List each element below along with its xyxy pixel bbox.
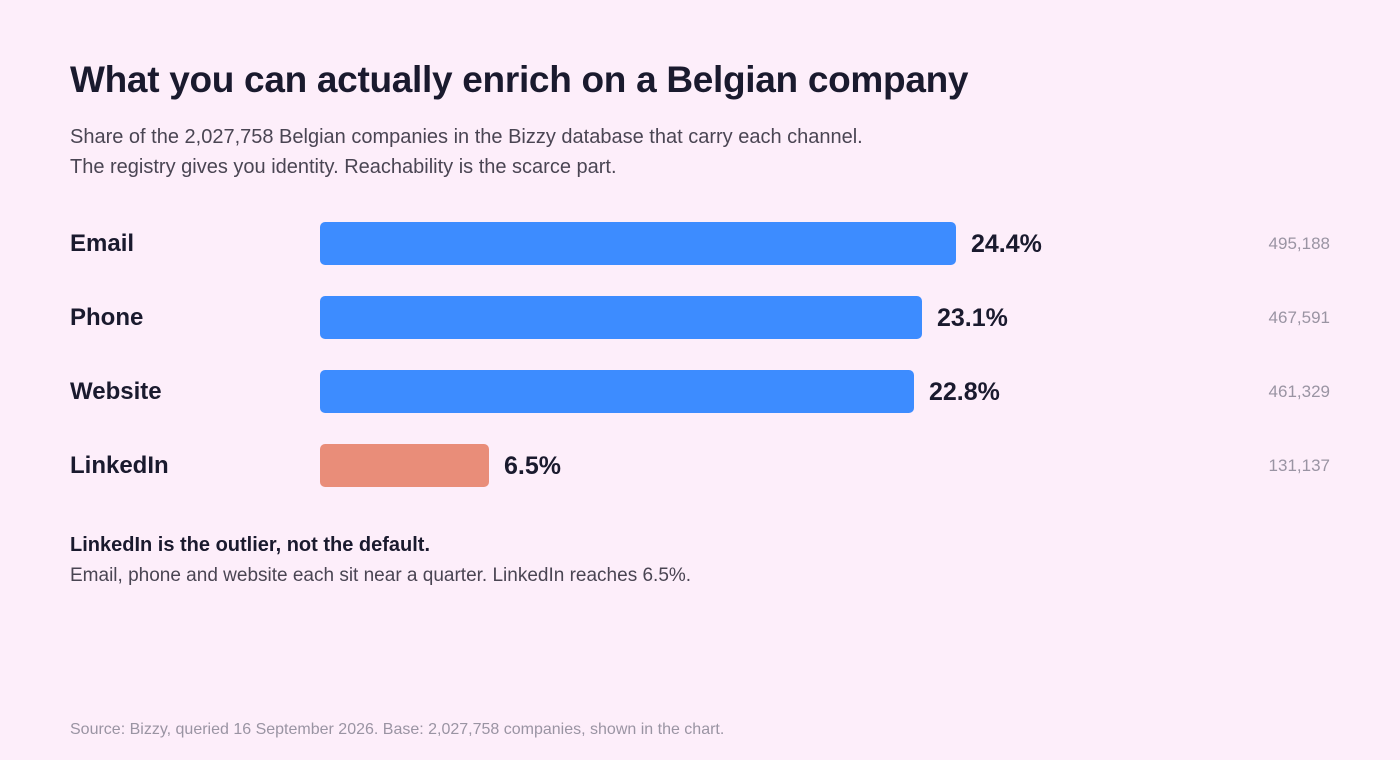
count-label: 467,591: [1268, 307, 1330, 327]
category-label: Website: [70, 377, 162, 405]
subtitle-line-1: Share of the 2,027,758 Belgian companies…: [70, 126, 863, 148]
bar-email: [320, 222, 956, 265]
value-label: 6.5%: [504, 451, 561, 480]
bar-linkedin: [320, 444, 489, 487]
count-label: 495,188: [1268, 233, 1330, 253]
note-body: Email, phone and website each sit near a…: [70, 565, 692, 586]
bar-phone: [320, 296, 922, 339]
bar-website: [320, 370, 914, 413]
chart-subtitle: Share of the 2,027,758 Belgian companies…: [70, 122, 863, 182]
category-label: Email: [70, 229, 135, 257]
count-label: 461,329: [1268, 381, 1330, 401]
value-label: 24.4%: [971, 229, 1042, 258]
note-heading: LinkedIn is the outlier, not the default…: [70, 534, 431, 556]
category-label: Phone: [70, 303, 144, 331]
value-label: 22.8%: [929, 377, 1000, 406]
value-label: 23.1%: [937, 303, 1008, 332]
source-note: Source: Bizzy, queried 16 September 2026…: [70, 721, 725, 738]
subtitle-line-2: The registry gives you identity. Reachab…: [70, 156, 617, 178]
chart-title: What you can actually enrich on a Belgia…: [70, 59, 969, 100]
count-label: 131,137: [1268, 455, 1330, 475]
category-label: LinkedIn: [70, 451, 169, 479]
